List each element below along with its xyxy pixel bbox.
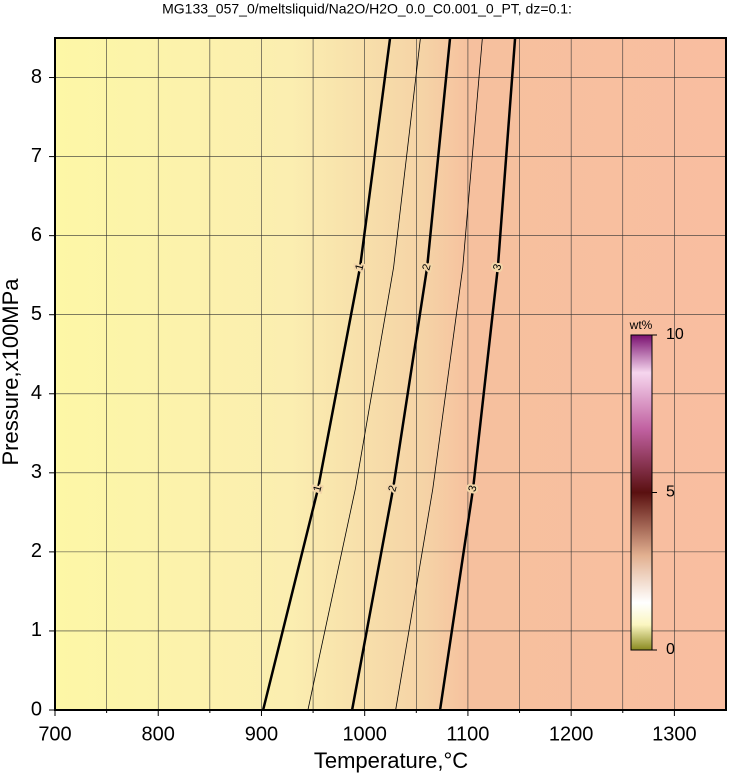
y-tick-label: 3 [31,461,42,483]
y-tick-label: 0 [31,698,42,720]
y-tick-label: 7 [31,145,42,167]
chart-title: MG133_057_0/meltsliquid/Na2O/H2O_0.0_C0.… [162,1,572,17]
contour-line [350,37,452,711]
x-tick-label: 800 [142,723,175,745]
y-tick-label: 6 [31,224,42,246]
x-tick-label: 1100 [446,723,489,745]
contour-line [307,37,421,711]
y-tick-label: 1 [31,619,42,641]
contour-line [395,37,483,711]
x-tick-label: 1000 [342,723,387,745]
field-background [55,38,726,710]
axes: 700 800 900 1000 1100 1200 1300 0 1 2 3 4 5 6 7 8 [31,66,697,745]
colorbar-tick-label: 0 [666,641,675,658]
x-axis-title: Temperature,°C [314,748,468,773]
colorbar-tick-label: 5 [666,484,675,501]
colorbar-tick-label: 10 [666,326,684,343]
x-tick-label: 1300 [652,723,697,745]
y-axis-title: Pressure,x100MPa [0,278,23,466]
x-tick-label: 1200 [549,723,594,745]
contour-line [438,37,517,711]
contour-line [261,37,392,711]
y-tick-label: 5 [31,303,42,325]
y-tick-label: 8 [31,66,42,88]
y-tick-label: 4 [31,382,42,404]
x-tick-label: 700 [38,723,71,745]
y-tick-label: 2 [31,540,42,562]
colorbar-axis: 0 5 10 [652,326,684,658]
plot-frame [54,37,727,711]
colorbar-label: wt% [629,318,653,332]
colorbar [630,334,653,651]
x-tick-label: 900 [245,723,278,745]
